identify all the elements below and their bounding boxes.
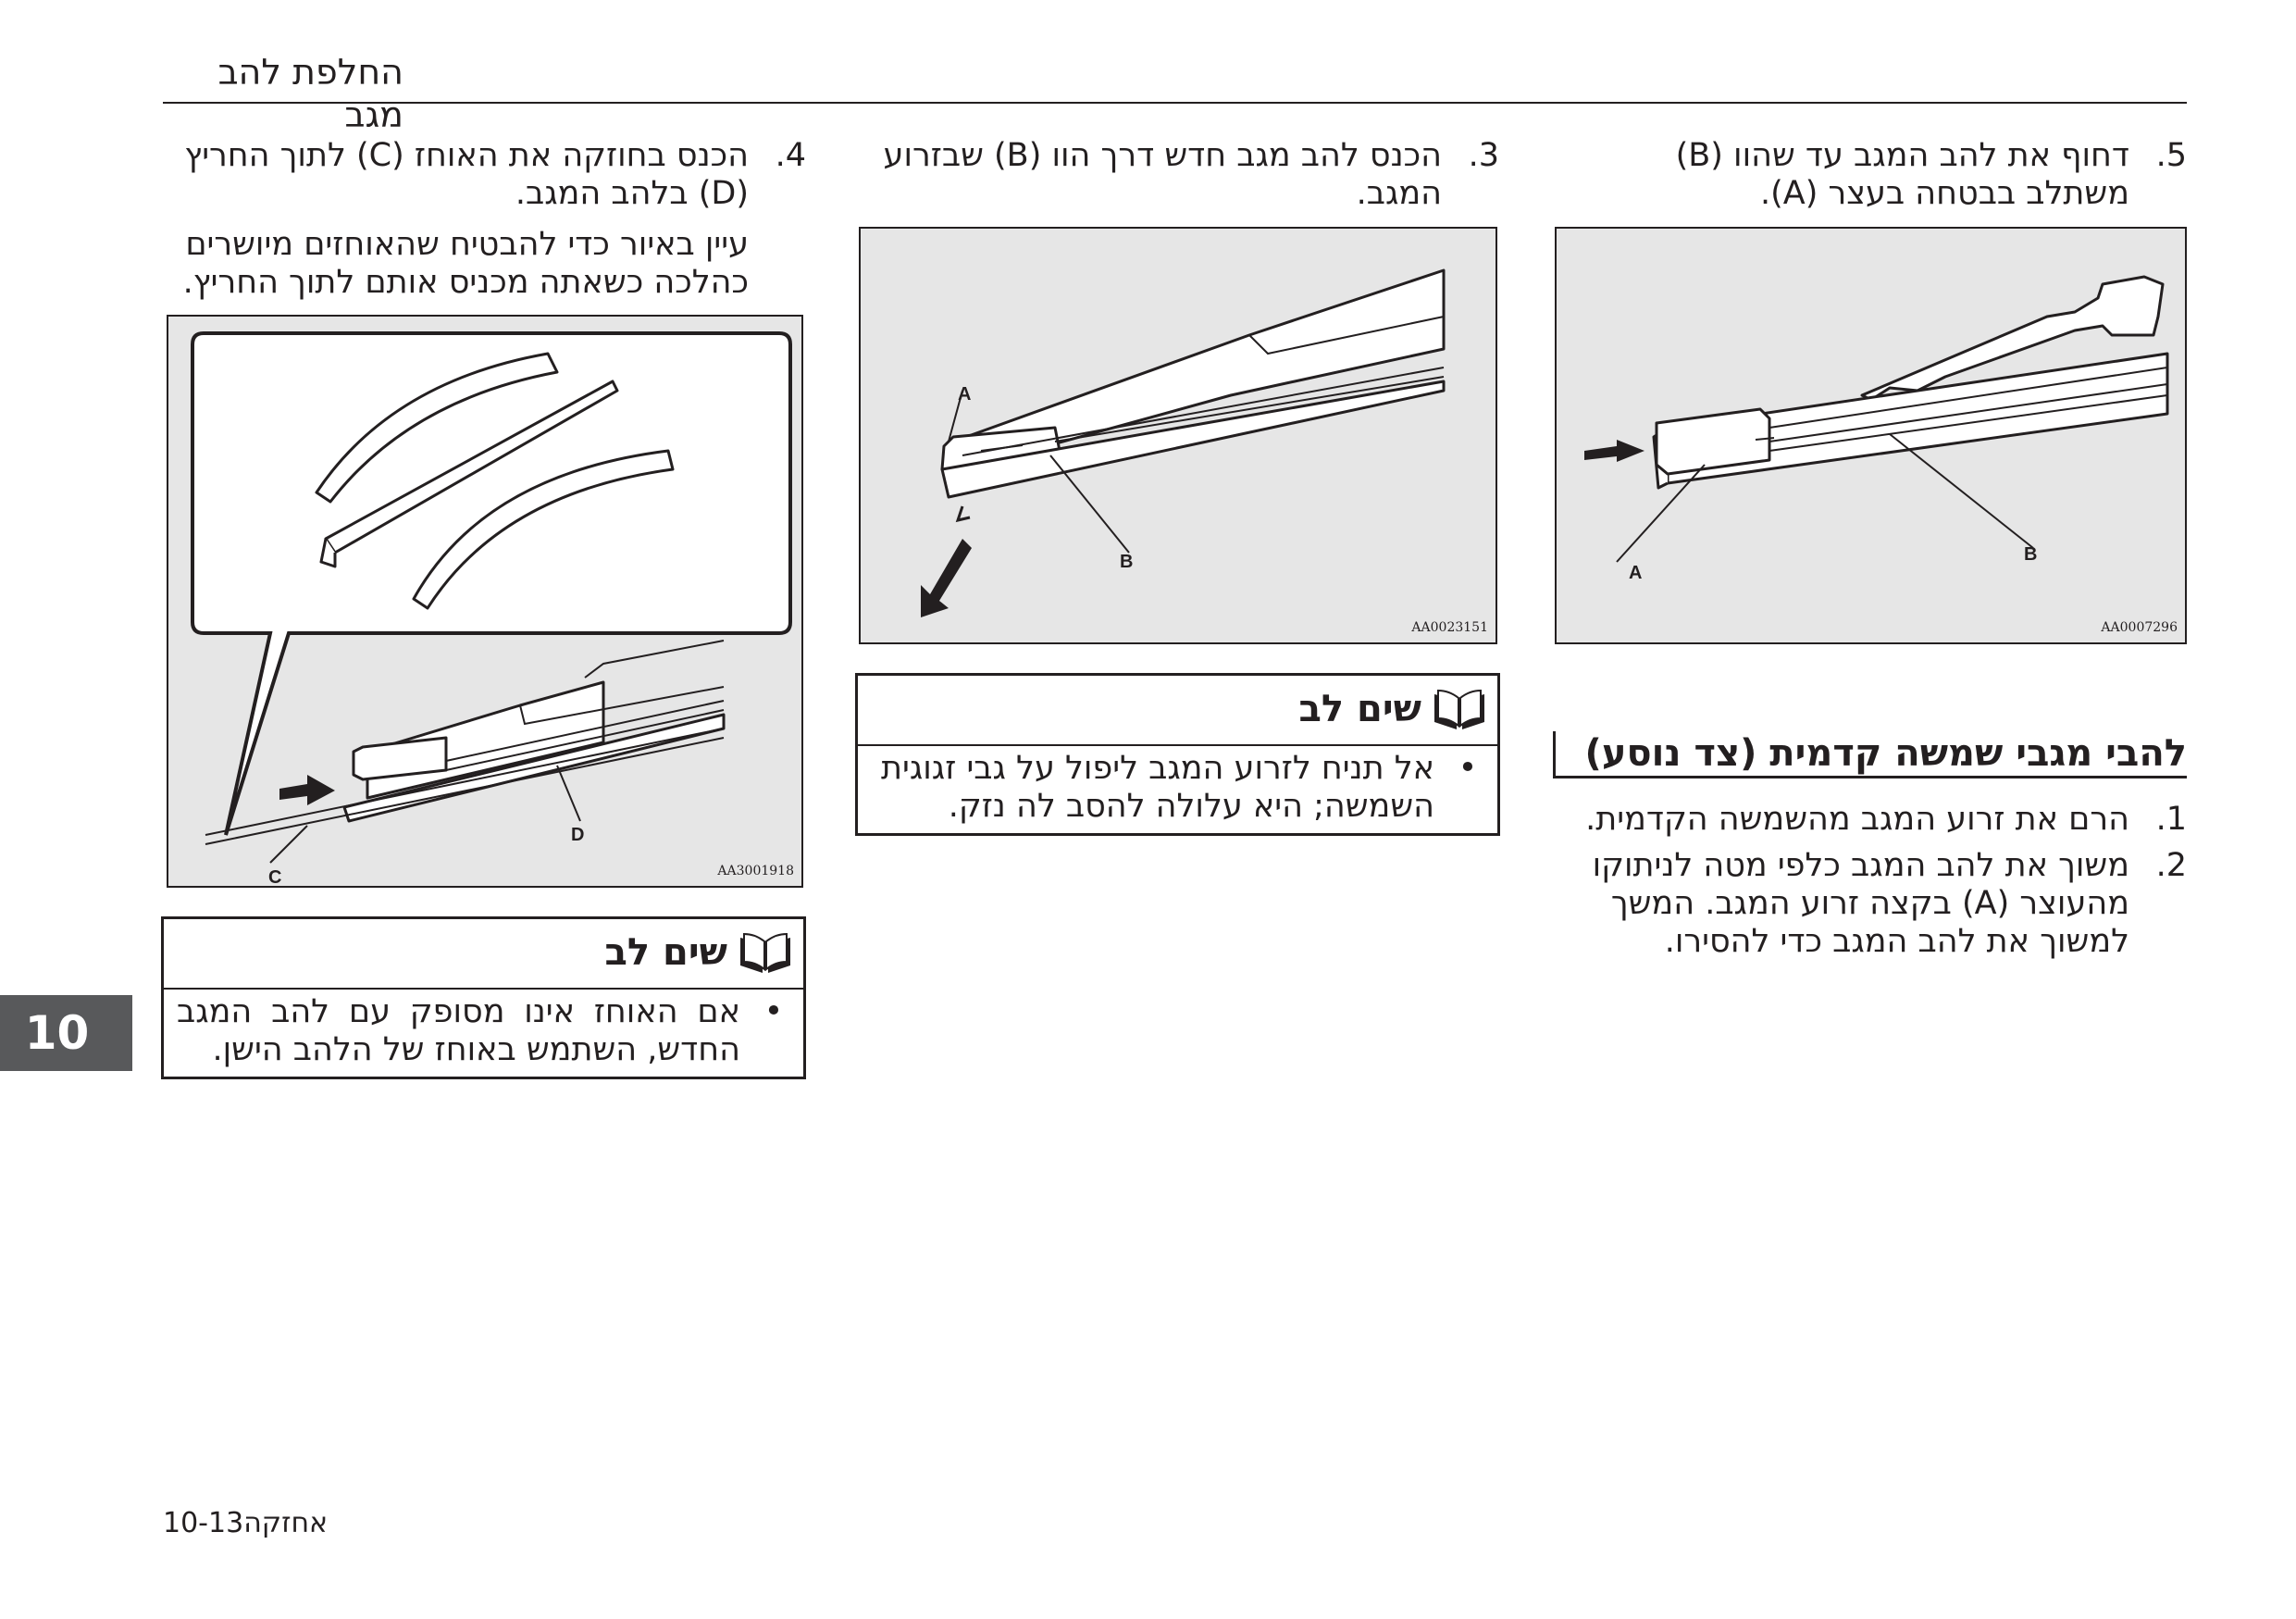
label-a: A xyxy=(958,384,971,405)
note-title: שים לב xyxy=(1298,688,1421,730)
note-text: אם האוחז אינו מסופק עם להב המגב החדש, הש… xyxy=(177,993,740,1068)
chapter-number: 10 xyxy=(24,1006,90,1060)
caution-note-left: שים לב • אם האוחז אינו מסופק עם להב המגב… xyxy=(161,916,806,1079)
label-d: D xyxy=(571,825,584,845)
bullet: • xyxy=(763,993,784,1030)
step-number: .3 xyxy=(1468,137,1499,174)
step-number: .4 xyxy=(775,137,806,174)
figure-code: AA0023151 xyxy=(1411,620,1488,635)
step-2: .2 משוך את להב המגב כלפי מטה לניתוקו מהע… xyxy=(1573,847,2187,967)
step-1: .1 הרם את זרוע המגב מהשמשה הקדמית. xyxy=(1573,801,2187,842)
note-text: אל תניח לזרוע המגב ליפול על גבי זגוגית ה… xyxy=(880,750,1434,825)
section-underline xyxy=(1553,776,2187,778)
section-corner xyxy=(1553,731,1556,778)
step-number: .2 xyxy=(2155,847,2187,884)
step-5: .5 דחוף את להב המגב עד שהוו (B) משתלב בב… xyxy=(1573,137,2187,220)
label-b: B xyxy=(2024,544,2037,565)
wiper-insert-illustration: A B xyxy=(921,268,1446,617)
step-text: הרם את זרוע המגב מהשמשה הקדמית. xyxy=(1585,801,2129,838)
step-4: .4 הכנס בחוזקה את האוחז (C) לתוך החריץ (… xyxy=(163,137,806,220)
figure-code: AA0007296 xyxy=(2101,620,2178,635)
holder-slot-illustration: C D xyxy=(191,331,792,888)
figure-code: AA3001918 xyxy=(717,864,794,878)
step-text: משוך את להב המגב כלפי מטה לניתוקו מהעוצר… xyxy=(1592,847,2129,960)
figure-wiper-hook: A B AA0007296 xyxy=(1555,227,2187,644)
open-book-icon xyxy=(1431,687,1488,733)
note-header: שים לב xyxy=(858,676,1497,746)
section-title: להבי מגבי שמשה קדמית (צד נוסע) xyxy=(1584,732,2187,775)
figure-holder-slot: C D AA3001918 xyxy=(167,315,803,888)
figure-wiper-insert: A B AA0023151 xyxy=(859,227,1497,644)
step-4-paragraph: עיין באיור כדי להבטיח שהאוחזים מיושרים כ… xyxy=(182,226,749,301)
note-body: • אם האוחז אינו מסופק עם להב המגב החדש, … xyxy=(177,993,792,1071)
caution-note-middle: שים לב • אל תניח לזרוע המגב ליפול על גבי… xyxy=(855,673,1500,836)
step-text: דחוף את להב המגב עד שהוו (B) משתלב בבטחה… xyxy=(1675,137,2129,212)
chapter-tab: 10 xyxy=(0,995,132,1071)
bullet: • xyxy=(1458,750,1478,787)
header-divider xyxy=(163,102,2187,104)
label-a: A xyxy=(1629,563,1642,583)
note-header: שים לב xyxy=(164,919,803,990)
step-number: .5 xyxy=(2155,137,2187,174)
open-book-icon xyxy=(737,930,794,977)
note-title: שים לב xyxy=(604,931,727,974)
step-3: .3 הכנס להב מגב חדש דרך הוו (B) שבזרוע ה… xyxy=(861,137,1499,220)
note-body: • אל תניח לזרוע המגב ליפול על גבי זגוגית… xyxy=(871,750,1486,828)
step-text: הכנס בחוזקה את האוחז (C) לתוך החריץ (D) … xyxy=(184,137,749,212)
label-b: B xyxy=(1120,552,1133,572)
page-number: 10-13אחזקה xyxy=(163,1507,329,1539)
wiper-hook-illustration: A B xyxy=(1584,275,2169,583)
step-text: הכנס להב מגב חדש דרך הוו (B) שבזרוע המגב… xyxy=(883,137,1442,212)
step-number: .1 xyxy=(2155,801,2187,838)
page-header-title: החלפת להב מגב xyxy=(217,52,403,135)
label-c: C xyxy=(268,867,281,888)
